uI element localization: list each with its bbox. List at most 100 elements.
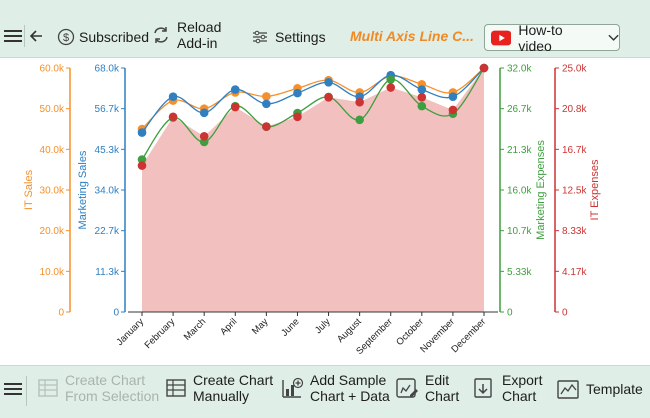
it-expenses-point bbox=[448, 105, 458, 115]
table-edit-icon bbox=[166, 379, 186, 397]
marketing-sales-tick-label: 22.7k bbox=[95, 226, 120, 237]
marketing-expenses-point bbox=[355, 115, 364, 125]
export-line2: Chart bbox=[502, 388, 537, 404]
export-icon bbox=[474, 378, 492, 398]
settings-button[interactable]: Settings bbox=[251, 28, 326, 46]
it-sales-point bbox=[262, 92, 271, 101]
it-expenses-tick-label: 25.0k bbox=[562, 64, 587, 75]
marketing-expenses-tick-label: 5.33k bbox=[507, 267, 532, 278]
marketing-sales-point bbox=[262, 99, 271, 109]
settings-label: Settings bbox=[275, 29, 326, 45]
it-expenses-point bbox=[262, 122, 271, 131]
back-button[interactable] bbox=[28, 28, 44, 44]
it-expenses-point bbox=[417, 92, 427, 102]
marketing-sales-point bbox=[137, 128, 147, 137]
chevron-down-icon bbox=[608, 34, 619, 41]
x-tick-label: August bbox=[335, 316, 364, 345]
marketing-sales-axis-title: Marketing Sales bbox=[77, 150, 89, 229]
it-expenses-tick-label: 4.17k bbox=[562, 267, 587, 278]
export-chart-button[interactable]: Export Chart bbox=[472, 372, 542, 404]
x-tick-label: June bbox=[279, 316, 301, 338]
create-from-selection-line2: From Selection bbox=[65, 388, 160, 404]
marketing-expenses-axis-title: Marketing Expenses bbox=[535, 140, 547, 240]
marketing-expenses-point bbox=[137, 155, 147, 164]
reload-icon bbox=[154, 27, 168, 43]
it-expenses-point bbox=[293, 112, 302, 122]
top-toolbar: $ Subscribed Reload Add-in Settings Mult… bbox=[0, 0, 650, 58]
x-tick-label: July bbox=[313, 316, 333, 336]
marketing-sales-point bbox=[168, 92, 178, 102]
marketing-sales-tick-label: 34.0k bbox=[95, 186, 120, 197]
howto-label: How-to video bbox=[518, 21, 563, 54]
marketing-sales-point bbox=[293, 88, 302, 98]
it-expenses-area bbox=[142, 68, 484, 312]
svg-text:$: $ bbox=[63, 32, 69, 44]
bottom-menu-icon[interactable] bbox=[4, 380, 22, 398]
marketing-sales-point bbox=[448, 92, 458, 102]
create-manually-line1: Create Chart bbox=[193, 372, 274, 388]
chart-area: 0 10.0k 20.0k 30.0k 40.0k 50.0k 60.0k IT Sales 0… bbox=[0, 58, 650, 365]
edit-chart-button[interactable]: Edit Chart bbox=[395, 372, 459, 404]
marketing-expenses-tick-label: 10.7k bbox=[507, 226, 532, 237]
it-sales-tick-label: 0 bbox=[58, 308, 64, 319]
it-expenses-tick-label: 20.8k bbox=[562, 104, 587, 115]
edit-line1: Edit bbox=[425, 372, 450, 388]
it-expenses-tick-label: 16.7k bbox=[562, 145, 587, 156]
x-tick-label: May bbox=[250, 316, 271, 337]
x-tick-label: April bbox=[218, 316, 239, 337]
x-tick-label: February bbox=[143, 316, 178, 351]
edit-line2: Chart bbox=[425, 388, 460, 404]
it-sales-tick-label: 30.0k bbox=[40, 186, 65, 197]
marketing-sales-tick-label: 11.3k bbox=[95, 267, 120, 278]
create-chart-from-selection-button[interactable]: Create Chart From Selection bbox=[37, 372, 159, 404]
menu-icon[interactable] bbox=[4, 27, 22, 45]
back-arrow-icon bbox=[29, 30, 42, 42]
add-sample-line1: Add Sample bbox=[310, 372, 387, 388]
howto-video-dropdown[interactable]: How-to video bbox=[484, 21, 620, 54]
it-expenses-point bbox=[230, 102, 240, 112]
export-line1: Export bbox=[502, 372, 543, 388]
it-expenses-point bbox=[199, 132, 209, 141]
toolbar-divider bbox=[24, 25, 25, 47]
bottom-toolbar: Create Chart From Selection Create Chart… bbox=[0, 365, 650, 418]
it-sales-tick-label: 20.0k bbox=[40, 226, 65, 237]
marketing-expenses-tick-label: 0 bbox=[507, 308, 513, 319]
it-expenses-point bbox=[355, 97, 364, 107]
it-expenses-point bbox=[386, 83, 396, 92]
youtube-icon bbox=[491, 30, 512, 45]
dollar-circle-icon: $ bbox=[57, 28, 75, 46]
marketing-expenses-tick-label: 21.3k bbox=[507, 145, 532, 156]
bottom-divider bbox=[26, 376, 27, 406]
marketing-expenses-tick-label: 16.0k bbox=[507, 186, 532, 197]
subscribed-label: Subscribed bbox=[79, 29, 150, 45]
it-sales-tick-label: 40.0k bbox=[40, 145, 65, 156]
reload-addin-button[interactable]: Reload Add-in bbox=[151, 19, 221, 51]
it-expenses-axis-title: IT Expenses bbox=[589, 159, 601, 220]
marketing-expenses-point bbox=[386, 75, 396, 84]
it-expenses-tick-label: 12.5k bbox=[562, 186, 587, 197]
marketing-sales-point bbox=[324, 78, 333, 87]
create-manually-line2: Manually bbox=[193, 388, 250, 404]
it-sales-tick-label: 60.0k bbox=[40, 64, 65, 75]
create-chart-manually-button[interactable]: Create Chart Manually bbox=[165, 372, 273, 404]
subscribed-button[interactable]: $ Subscribed bbox=[57, 28, 149, 46]
chart-title: Multi Axis Line C... bbox=[350, 28, 474, 44]
x-tick-label: December bbox=[449, 316, 488, 355]
marketing-expenses-tick-label: 26.7k bbox=[507, 104, 532, 115]
it-sales-axis-title: IT Sales bbox=[23, 169, 35, 210]
marketing-sales-tick-label: 45.3k bbox=[95, 145, 120, 156]
it-sales-tick-label: 50.0k bbox=[40, 104, 65, 115]
it-expenses-point bbox=[137, 161, 147, 170]
marketing-sales-point bbox=[417, 85, 427, 94]
it-expenses-tick-label: 8.33k bbox=[562, 226, 587, 237]
reload-label-line1: Reload bbox=[177, 19, 222, 35]
template-button[interactable]: Template bbox=[556, 377, 643, 401]
multi-axis-line-chart: 0 10.0k 20.0k 30.0k 40.0k 50.0k 60.0k IT Sales 0… bbox=[23, 64, 601, 357]
template-chart-icon bbox=[557, 380, 579, 399]
marketing-expenses-tick-label: 32.0k bbox=[507, 64, 532, 75]
add-sample-chart-button[interactable]: Add Sample Chart + Data bbox=[280, 372, 390, 404]
it-expenses-point bbox=[324, 92, 333, 102]
sliders-icon bbox=[253, 30, 267, 44]
add-sample-line2: Chart + Data bbox=[310, 388, 390, 404]
edit-chart-icon bbox=[396, 378, 418, 398]
